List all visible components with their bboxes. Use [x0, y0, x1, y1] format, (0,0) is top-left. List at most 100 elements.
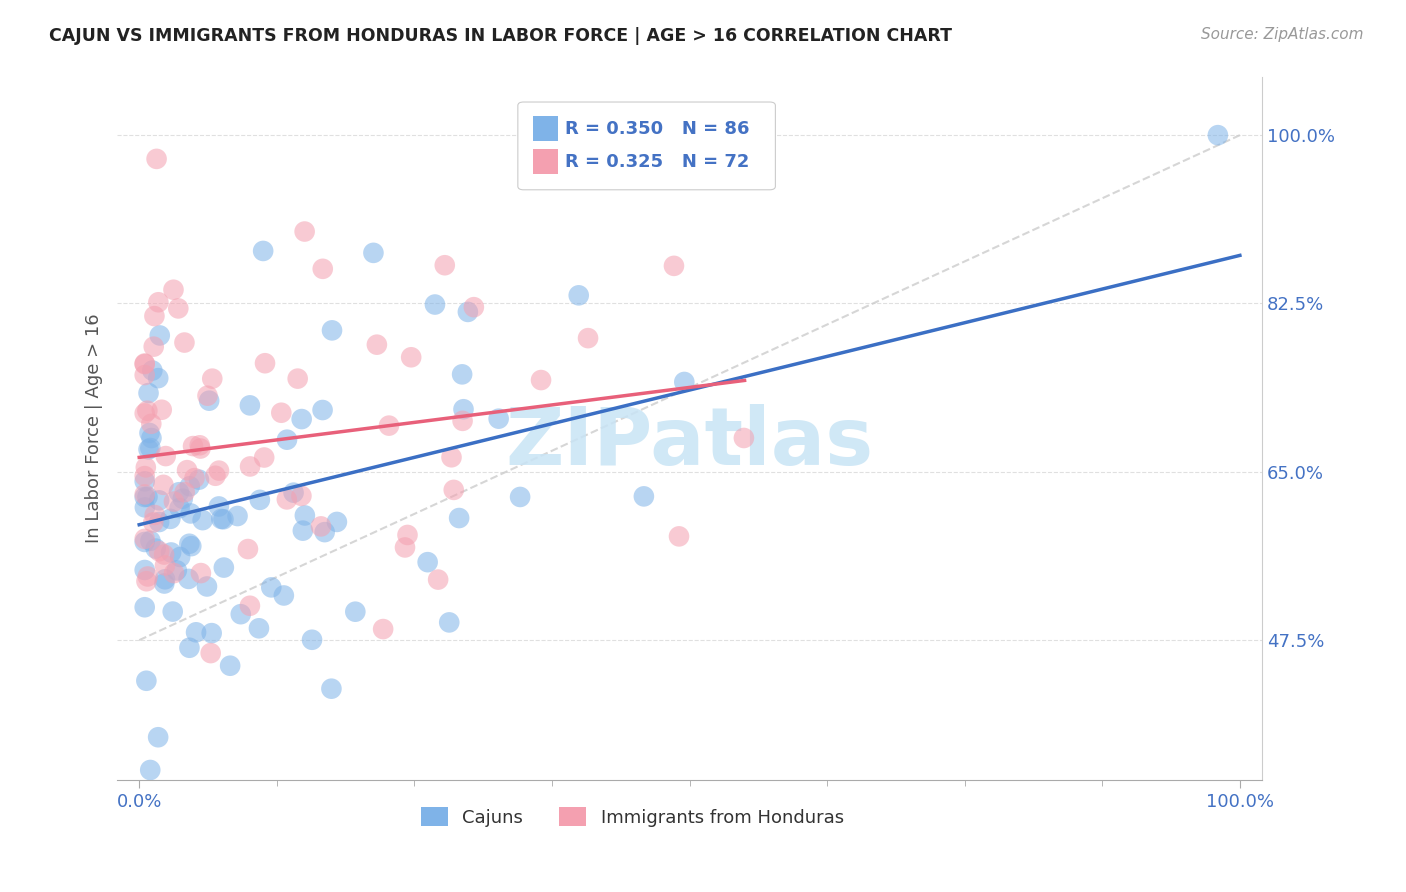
Point: [204, 468, 226, 483]
Point: [173, 335, 195, 350]
Point: [236, 542, 259, 557]
Point: [283, 485, 305, 500]
Point: [179, 479, 201, 493]
Point: [188, 438, 211, 452]
Point: [509, 490, 531, 504]
FancyBboxPatch shape: [517, 102, 775, 190]
Point: [134, 500, 156, 515]
Point: [208, 464, 231, 478]
Point: [134, 469, 156, 483]
Point: [212, 512, 235, 526]
Text: R = 0.350   N = 86: R = 0.350 N = 86: [565, 120, 749, 137]
Point: [148, 515, 170, 529]
Point: [188, 473, 211, 487]
Point: [439, 615, 461, 630]
Point: [399, 351, 422, 365]
Point: [226, 509, 249, 524]
Y-axis label: In Labor Force | Age > 16: In Labor Force | Age > 16: [86, 314, 103, 543]
Point: [239, 599, 262, 613]
Point: [212, 560, 235, 574]
Point: [276, 492, 298, 507]
Point: [208, 500, 231, 514]
Point: [148, 371, 170, 385]
Point: [249, 492, 271, 507]
Point: [153, 548, 176, 562]
Point: [148, 295, 170, 310]
Point: [143, 309, 166, 323]
Point: [169, 501, 191, 516]
Point: [134, 357, 156, 371]
Point: [662, 259, 685, 273]
Legend: Cajuns, Immigrants from Honduras: Cajuns, Immigrants from Honduras: [413, 800, 851, 834]
Point: [146, 730, 169, 744]
Point: [451, 414, 474, 428]
Point: [321, 323, 343, 337]
FancyBboxPatch shape: [533, 149, 558, 174]
Point: [457, 305, 479, 319]
Point: [270, 406, 292, 420]
Point: [134, 563, 156, 577]
Point: [253, 356, 276, 370]
Point: [463, 300, 485, 314]
Point: [150, 402, 173, 417]
Point: [190, 442, 212, 456]
Point: [668, 529, 690, 543]
Point: [219, 658, 242, 673]
Text: R = 0.325   N = 72: R = 0.325 N = 72: [565, 153, 749, 171]
Point: [176, 463, 198, 477]
Point: [134, 406, 156, 420]
Point: [276, 433, 298, 447]
Point: [183, 471, 205, 485]
Point: [148, 493, 170, 508]
Point: [443, 483, 465, 497]
Point: [673, 375, 696, 389]
Point: [423, 297, 446, 311]
Point: [149, 328, 172, 343]
Point: [427, 573, 450, 587]
Point: [166, 563, 188, 577]
Point: [160, 545, 183, 559]
Point: [311, 403, 333, 417]
Point: [576, 331, 599, 345]
Point: [135, 574, 157, 589]
Point: [229, 607, 252, 622]
Point: [290, 489, 312, 503]
Point: [309, 519, 332, 533]
Point: [138, 425, 160, 440]
Point: [181, 439, 204, 453]
Point: [440, 450, 463, 465]
Point: [162, 605, 184, 619]
Point: [344, 605, 367, 619]
Point: [326, 515, 349, 529]
Point: [294, 508, 316, 523]
Point: [301, 632, 323, 647]
Point: [247, 621, 270, 635]
Point: [141, 363, 163, 377]
Point: [180, 539, 202, 553]
Point: [136, 569, 159, 583]
Point: [153, 576, 176, 591]
Point: [1206, 128, 1229, 143]
Point: [152, 478, 174, 492]
Point: [153, 572, 176, 586]
Point: [155, 449, 177, 463]
Point: [312, 261, 335, 276]
Point: [143, 508, 166, 522]
Point: [451, 368, 474, 382]
Point: [291, 524, 314, 538]
Point: [184, 625, 207, 640]
Point: [260, 580, 283, 594]
Point: [179, 640, 201, 655]
Point: [169, 549, 191, 564]
Point: [197, 389, 219, 403]
Point: [148, 544, 170, 558]
Point: [433, 258, 456, 272]
Point: [733, 431, 755, 445]
Point: [191, 513, 214, 527]
Point: [366, 337, 388, 351]
Point: [173, 485, 195, 500]
Text: CAJUN VS IMMIGRANTS FROM HONDURAS IN LABOR FORCE | AGE > 16 CORRELATION CHART: CAJUN VS IMMIGRANTS FROM HONDURAS IN LAB…: [49, 27, 952, 45]
Point: [167, 301, 190, 316]
Point: [252, 244, 274, 258]
Point: [134, 490, 156, 504]
